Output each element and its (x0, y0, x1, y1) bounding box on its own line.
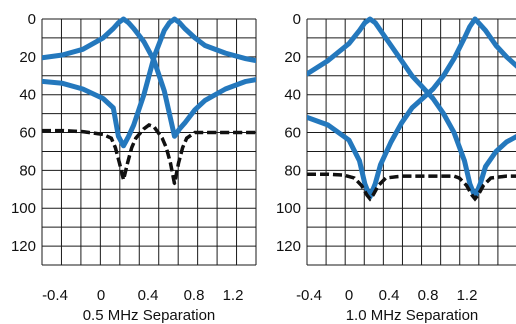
filter-response-line (307, 16, 516, 200)
series-group (42, 16, 256, 186)
x-axis-label: 0.5 MHz Separation (83, 307, 216, 324)
grid (306, 18, 516, 266)
y-tick-label: 80 (284, 162, 301, 179)
filter-response-line (307, 16, 516, 200)
chart-panel-1p0mhz: 0 20 40 60 80 100 120 -0.4 0 0.4 0.8 1.2 1.0 MHz Sep… (276, 11, 516, 324)
x-tick-label: -0.4 (42, 287, 68, 304)
y-tick-label: 0 (293, 11, 301, 28)
x-tick-label: 0 (345, 287, 353, 304)
y-tick-label: 40 (19, 87, 36, 104)
combined-response-overlay (42, 123, 256, 184)
y-tick-label: 80 (19, 162, 36, 179)
y-tick-label: 100 (276, 200, 301, 217)
y-tick-label: 120 (11, 238, 36, 255)
y-tick-label: 100 (11, 200, 36, 217)
x-tick-label: -0.4 (296, 287, 322, 304)
y-tick-label: 120 (276, 238, 301, 255)
combined-response-overlay (307, 172, 516, 202)
x-tick-label: 0.8 (418, 287, 439, 304)
x-tick-label: 1.2 (223, 287, 244, 304)
x-tick-label: 0 (97, 287, 105, 304)
y-tick-label: 60 (19, 125, 36, 142)
x-tick-label: 0.4 (138, 287, 159, 304)
filter-response-line (42, 16, 256, 149)
y-tick-label: 0 (28, 11, 36, 28)
x-tick-label: 0.8 (184, 287, 205, 304)
x-tick-label: 0.4 (379, 287, 400, 304)
y-tick-label: 20 (284, 49, 301, 66)
y-tick-label: 60 (284, 125, 301, 142)
y-tick-label: 20 (19, 49, 36, 66)
y-tick-label: 40 (284, 87, 301, 104)
x-tick-label: 1.2 (457, 287, 478, 304)
series-group (307, 16, 516, 202)
chart-panel-0p5mhz: 0 20 40 60 80 100 120 -0.4 0 0.4 0.8 1.2 0.5 MHz Sep… (11, 11, 257, 324)
x-axis-label: 1.0 MHz Separation (346, 307, 479, 324)
